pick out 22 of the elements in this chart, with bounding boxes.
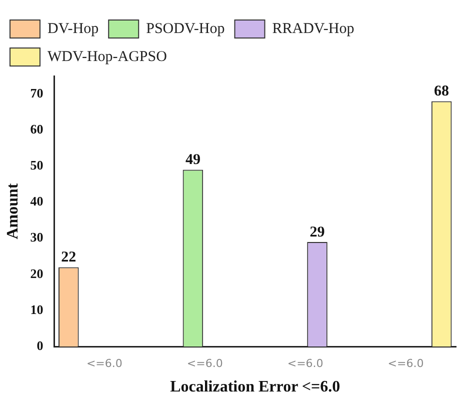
y-tick-label: 60 xyxy=(30,121,44,136)
data-label: 29 xyxy=(310,224,325,240)
x-tick-label: <=6.0 xyxy=(86,357,122,370)
data-label: 49 xyxy=(185,152,200,168)
y-tick-label: 10 xyxy=(30,302,44,317)
y-tick-label: 20 xyxy=(30,266,44,281)
legend-label: RRADV-Hop xyxy=(272,20,354,37)
y-tick-label: 50 xyxy=(30,158,44,173)
data-label: 68 xyxy=(434,84,450,100)
x-axis-title: Localization Error <=6.0 xyxy=(170,378,340,396)
x-tick-label: <=6.0 xyxy=(287,357,324,370)
y-tick-label: 40 xyxy=(30,194,44,209)
y-tick-label: 30 xyxy=(30,230,44,245)
x-tick-label: <=6.0 xyxy=(388,357,424,370)
y-tick-label: 70 xyxy=(30,85,44,100)
legend-label: WDV-Hop-AGPSO xyxy=(48,48,168,65)
y-axis-title: Amount xyxy=(4,182,22,240)
data-label: 22 xyxy=(61,250,76,266)
y-tick-label: 0 xyxy=(36,338,44,353)
legend-label: DV-Hop xyxy=(48,20,99,37)
x-tick-label: <=6.0 xyxy=(186,357,223,370)
legend-label: PSODV-Hop xyxy=(146,20,225,37)
